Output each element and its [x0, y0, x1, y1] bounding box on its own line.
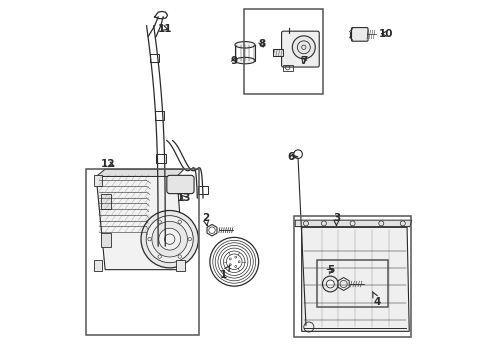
- Bar: [197, 186, 208, 194]
- FancyBboxPatch shape: [167, 175, 194, 194]
- Circle shape: [141, 211, 198, 268]
- Ellipse shape: [235, 41, 255, 48]
- Polygon shape: [295, 220, 412, 226]
- Bar: [149, 54, 159, 62]
- Text: 6: 6: [287, 152, 297, 162]
- Text: 3: 3: [333, 213, 340, 226]
- Polygon shape: [96, 169, 184, 176]
- Polygon shape: [302, 227, 409, 331]
- Text: 9: 9: [231, 56, 238, 66]
- Bar: [87, 169, 199, 335]
- Text: 13: 13: [177, 193, 191, 203]
- Text: 1: 1: [220, 265, 230, 280]
- Text: 7: 7: [300, 56, 308, 66]
- Text: 12: 12: [101, 159, 115, 169]
- Bar: [154, 111, 164, 120]
- Text: 2: 2: [202, 213, 209, 226]
- Bar: [245, 9, 323, 94]
- Polygon shape: [338, 278, 349, 291]
- Circle shape: [146, 216, 193, 263]
- Polygon shape: [96, 176, 184, 270]
- Circle shape: [322, 276, 338, 292]
- Ellipse shape: [235, 57, 255, 64]
- Text: 5: 5: [327, 265, 335, 275]
- Bar: [176, 260, 185, 271]
- Circle shape: [159, 228, 181, 250]
- Bar: [101, 194, 111, 209]
- Bar: [235, 45, 255, 60]
- Bar: [94, 260, 102, 271]
- Bar: [283, 65, 294, 71]
- Bar: [101, 233, 111, 247]
- Bar: [294, 216, 411, 337]
- Bar: [272, 49, 283, 56]
- Bar: [156, 154, 166, 163]
- Circle shape: [152, 221, 188, 257]
- Text: 10: 10: [378, 29, 393, 39]
- Circle shape: [293, 36, 315, 59]
- Text: 8: 8: [259, 40, 266, 49]
- Text: 11: 11: [158, 24, 172, 34]
- Bar: [317, 260, 388, 307]
- Circle shape: [326, 280, 334, 288]
- Bar: [94, 175, 102, 186]
- FancyBboxPatch shape: [282, 31, 319, 67]
- FancyBboxPatch shape: [351, 28, 368, 41]
- Text: 4: 4: [372, 292, 381, 307]
